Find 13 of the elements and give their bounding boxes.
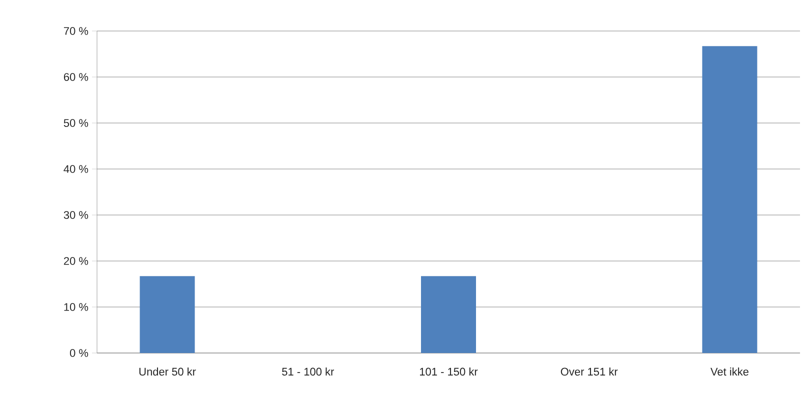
x-tick-label: Over 151 kr (560, 368, 618, 376)
x-tick-label: 101 - 150 kr (420, 368, 478, 376)
y-tick-label: 40 % (64, 165, 88, 173)
x-tick-label: 51 - 100 kr (282, 368, 334, 376)
x-tick-label: Vet ikke (710, 368, 748, 376)
y-tick-label: 50 % (64, 119, 88, 127)
y-tick-label: 60 % (64, 73, 88, 81)
y-tick-label: 30 % (64, 211, 88, 219)
y-tick-label: 20 % (64, 257, 88, 265)
y-tick-label: 0 % (70, 349, 88, 357)
y-tick-label: 70 % (64, 27, 88, 35)
x-tick-label: Under 50 kr (139, 368, 196, 376)
y-tick-label: 10 % (64, 303, 88, 311)
